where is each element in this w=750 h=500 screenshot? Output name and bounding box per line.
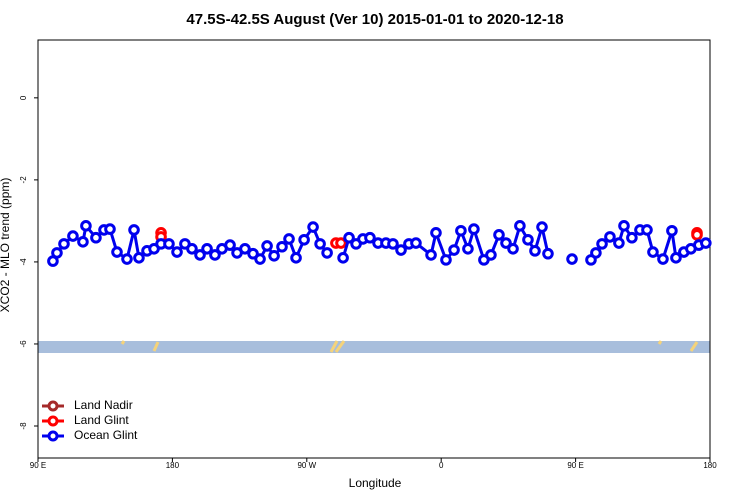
point bbox=[448, 244, 460, 256]
point bbox=[387, 238, 399, 250]
point bbox=[186, 242, 198, 255]
point bbox=[209, 249, 221, 261]
x-tick-label: 90 E bbox=[567, 461, 583, 470]
legend-label: Land Nadir bbox=[74, 398, 133, 412]
point bbox=[133, 252, 145, 264]
point bbox=[290, 252, 302, 264]
point bbox=[104, 223, 116, 235]
point bbox=[314, 238, 326, 250]
point bbox=[51, 247, 63, 259]
legend-marker bbox=[47, 400, 59, 412]
point bbox=[657, 253, 669, 265]
point bbox=[261, 240, 273, 252]
point bbox=[485, 249, 497, 261]
point bbox=[268, 249, 280, 262]
point bbox=[670, 252, 682, 264]
y-axis-label: XCO2 - MLO trend (ppm) bbox=[0, 178, 12, 313]
point bbox=[171, 246, 183, 258]
point bbox=[613, 237, 625, 249]
point bbox=[254, 253, 266, 265]
point bbox=[276, 240, 288, 253]
point bbox=[468, 223, 480, 235]
point bbox=[194, 249, 206, 261]
point bbox=[128, 224, 140, 236]
x-tick-label: 0 bbox=[439, 461, 444, 470]
x-tick-label: 90 E bbox=[30, 461, 46, 470]
point bbox=[455, 224, 467, 237]
point bbox=[507, 242, 519, 255]
plot-frame bbox=[37, 39, 711, 459]
legend-marker bbox=[47, 430, 59, 442]
point bbox=[566, 253, 578, 265]
point bbox=[425, 249, 437, 261]
point bbox=[163, 238, 175, 250]
x-tick-label: 90 W bbox=[297, 461, 316, 470]
point bbox=[536, 221, 548, 233]
point bbox=[239, 242, 251, 255]
point bbox=[77, 236, 89, 248]
point bbox=[90, 231, 102, 244]
point bbox=[641, 224, 653, 236]
point bbox=[335, 237, 347, 249]
point bbox=[337, 252, 349, 264]
point bbox=[224, 239, 236, 251]
point bbox=[596, 238, 608, 250]
ocean-band bbox=[38, 340, 710, 353]
point bbox=[343, 231, 355, 244]
point bbox=[283, 233, 295, 245]
point bbox=[111, 246, 123, 258]
y-tick-label: -2 bbox=[19, 176, 28, 184]
y-tick-label: -4 bbox=[19, 258, 28, 266]
y-tick-label: -8 bbox=[19, 422, 28, 430]
point bbox=[691, 229, 703, 241]
x-axis-label: Longitude bbox=[349, 476, 402, 490]
point bbox=[58, 238, 70, 250]
point bbox=[121, 253, 133, 265]
point bbox=[500, 237, 512, 249]
point bbox=[618, 220, 630, 232]
y-tick-label: 0 bbox=[19, 95, 28, 100]
point bbox=[590, 247, 602, 259]
chart-title: 47.5S-42.5S August (Ver 10) 2015-01-01 t… bbox=[186, 11, 563, 28]
point bbox=[522, 233, 534, 246]
point bbox=[604, 231, 616, 243]
point bbox=[201, 242, 213, 255]
point bbox=[307, 221, 319, 233]
point bbox=[80, 220, 92, 232]
point bbox=[626, 231, 638, 244]
point bbox=[542, 247, 554, 260]
point bbox=[462, 242, 474, 255]
x-tick-label: 180 bbox=[703, 461, 717, 470]
point bbox=[321, 247, 333, 259]
point bbox=[514, 220, 526, 232]
point bbox=[298, 233, 310, 246]
point bbox=[493, 229, 505, 241]
point bbox=[666, 224, 678, 237]
y-tick-label: -6 bbox=[19, 340, 28, 348]
point bbox=[247, 247, 259, 260]
x-tick-label: 180 bbox=[166, 461, 180, 470]
legend-label: Ocean Glint bbox=[74, 428, 138, 442]
point bbox=[440, 254, 452, 266]
point bbox=[647, 246, 659, 258]
point bbox=[430, 226, 442, 239]
point bbox=[395, 244, 407, 256]
legend-label: Land Glint bbox=[74, 413, 129, 427]
point bbox=[410, 237, 422, 249]
point bbox=[364, 231, 376, 244]
point bbox=[67, 230, 79, 242]
point bbox=[529, 245, 541, 257]
legend-marker bbox=[47, 415, 59, 427]
point bbox=[700, 237, 712, 249]
